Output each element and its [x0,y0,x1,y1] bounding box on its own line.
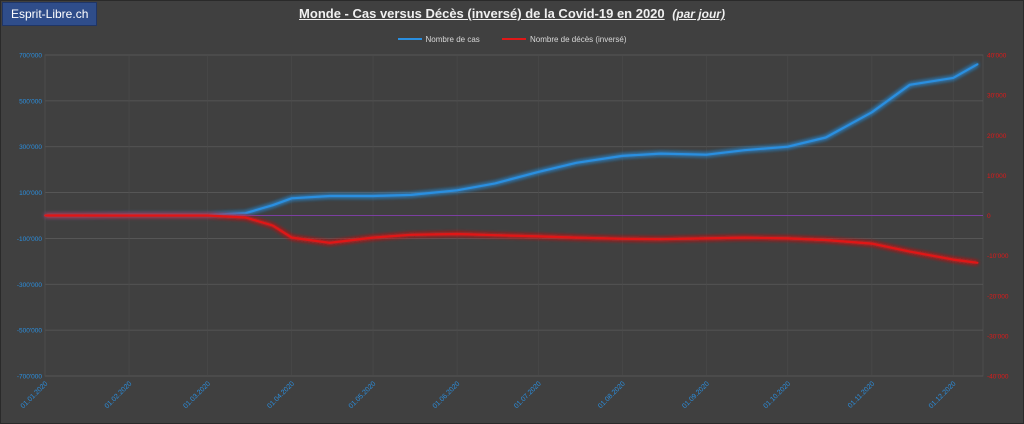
data-point-cases [271,204,274,207]
data-point-deaths [271,224,274,227]
data-point-deaths [976,261,979,264]
data-point-deaths [952,258,955,261]
y-left-tick-label: -700'000 [17,374,42,381]
series-line-deaths [45,214,978,264]
data-point-deaths [824,239,827,241]
data-point-cases [328,195,331,197]
data-point-deaths [621,237,624,240]
data-point-deaths [659,238,662,241]
data-point-cases [290,197,293,200]
y-right-tick-label: -10'000 [987,253,1009,260]
data-point-cases [952,77,955,79]
data-point-cases [786,145,789,148]
legend-item-deaths: Nombre de décès (inversé) [502,35,626,44]
data-point-cases [575,161,578,164]
data-point-cases [372,195,374,197]
y-right-tick-label: 30'000 [987,93,1007,100]
data-point-deaths [328,241,331,244]
x-tick-label: 01.09.2020 [681,380,711,410]
legend: Nombre de cas Nombre de décès (inversé) [0,33,1024,44]
data-point-cases [621,155,624,157]
data-point-cases [537,171,540,173]
y-right-tick-label: -40'000 [987,374,1009,381]
y-left-tick-label: 700'000 [19,53,42,60]
legend-label-deaths: Nombre de décès (inversé) [530,34,627,44]
data-point-deaths [44,214,46,217]
site-badge: Esprit-Libre.ch [2,2,98,26]
data-point-deaths [410,233,412,236]
data-point-cases [705,153,708,156]
y-left-tick-label: 300'000 [19,144,42,151]
legend-item-cases: Nombre de cas [397,34,480,44]
y-left-tick-label: -500'000 [17,328,42,335]
x-tick-label: 01.04.2020 [266,380,296,410]
x-tick-label: 01.01.2020 [20,380,50,410]
data-point-deaths [456,233,458,235]
x-tick-label: 01.07.2020 [513,380,543,410]
x-tick-label: 01.03.2020 [182,380,212,410]
data-point-deaths [494,234,496,237]
data-point-cases [976,63,979,66]
data-point-deaths [908,250,911,253]
y-right-tick-label: 10'000 [987,173,1007,180]
data-point-deaths [166,214,168,217]
x-tick-label: 01.08.2020 [597,380,627,410]
x-tick-label: 01.06.2020 [432,380,462,410]
data-point-cases [494,182,496,185]
chart-title-text: Monde - Cas versus Décès (inversé) de la… [299,6,665,21]
data-point-deaths [575,236,578,239]
chart-subtitle: (par jour) [672,7,725,21]
data-point-deaths [372,236,374,239]
chart-title: Monde - Cas versus Décès (inversé) de la… [0,6,1024,21]
data-point-deaths [290,236,293,239]
y-right-tick-label: 0 [987,213,991,220]
data-point-deaths [537,235,540,238]
data-point-deaths [870,242,873,245]
data-point-deaths [705,237,708,240]
data-point-deaths [206,214,209,217]
legend-label-cases: Nombre de cas [425,34,480,44]
data-point-cases [659,152,662,155]
data-point-deaths [743,236,746,239]
data-point-cases [908,83,911,86]
y-left-tick-label: -100'000 [17,236,42,243]
y-right-tick-label: 40'000 [987,53,1007,60]
legend-swatch-deaths [502,38,526,40]
y-right-tick-label: -20'000 [987,293,1009,300]
y-left-tick-label: 500'000 [19,98,42,105]
data-point-cases [244,212,247,215]
legend-swatch-cases [397,38,422,40]
x-tick-label: 01.11.2020 [847,380,876,409]
x-tick-label: 01.10.2020 [762,380,792,410]
x-tick-label: 01.12.2020 [928,380,958,410]
data-point-deaths [786,237,789,240]
data-point-cases [824,136,827,139]
data-point-cases [410,194,412,196]
x-tick-label: 01.05.2020 [348,380,378,410]
y-left-tick-label: 100'000 [19,190,42,197]
data-point-deaths [128,214,130,217]
y-right-tick-label: 20'000 [987,133,1007,140]
data-point-deaths [82,214,84,217]
y-left-tick-label: -300'000 [17,282,42,289]
data-point-deaths [244,216,247,219]
y-right-tick-label: -30'000 [987,333,1009,340]
data-point-cases [743,149,746,152]
data-point-cases [870,111,873,114]
data-point-cases [456,189,458,192]
x-tick-label: 01.02.2020 [104,380,134,410]
